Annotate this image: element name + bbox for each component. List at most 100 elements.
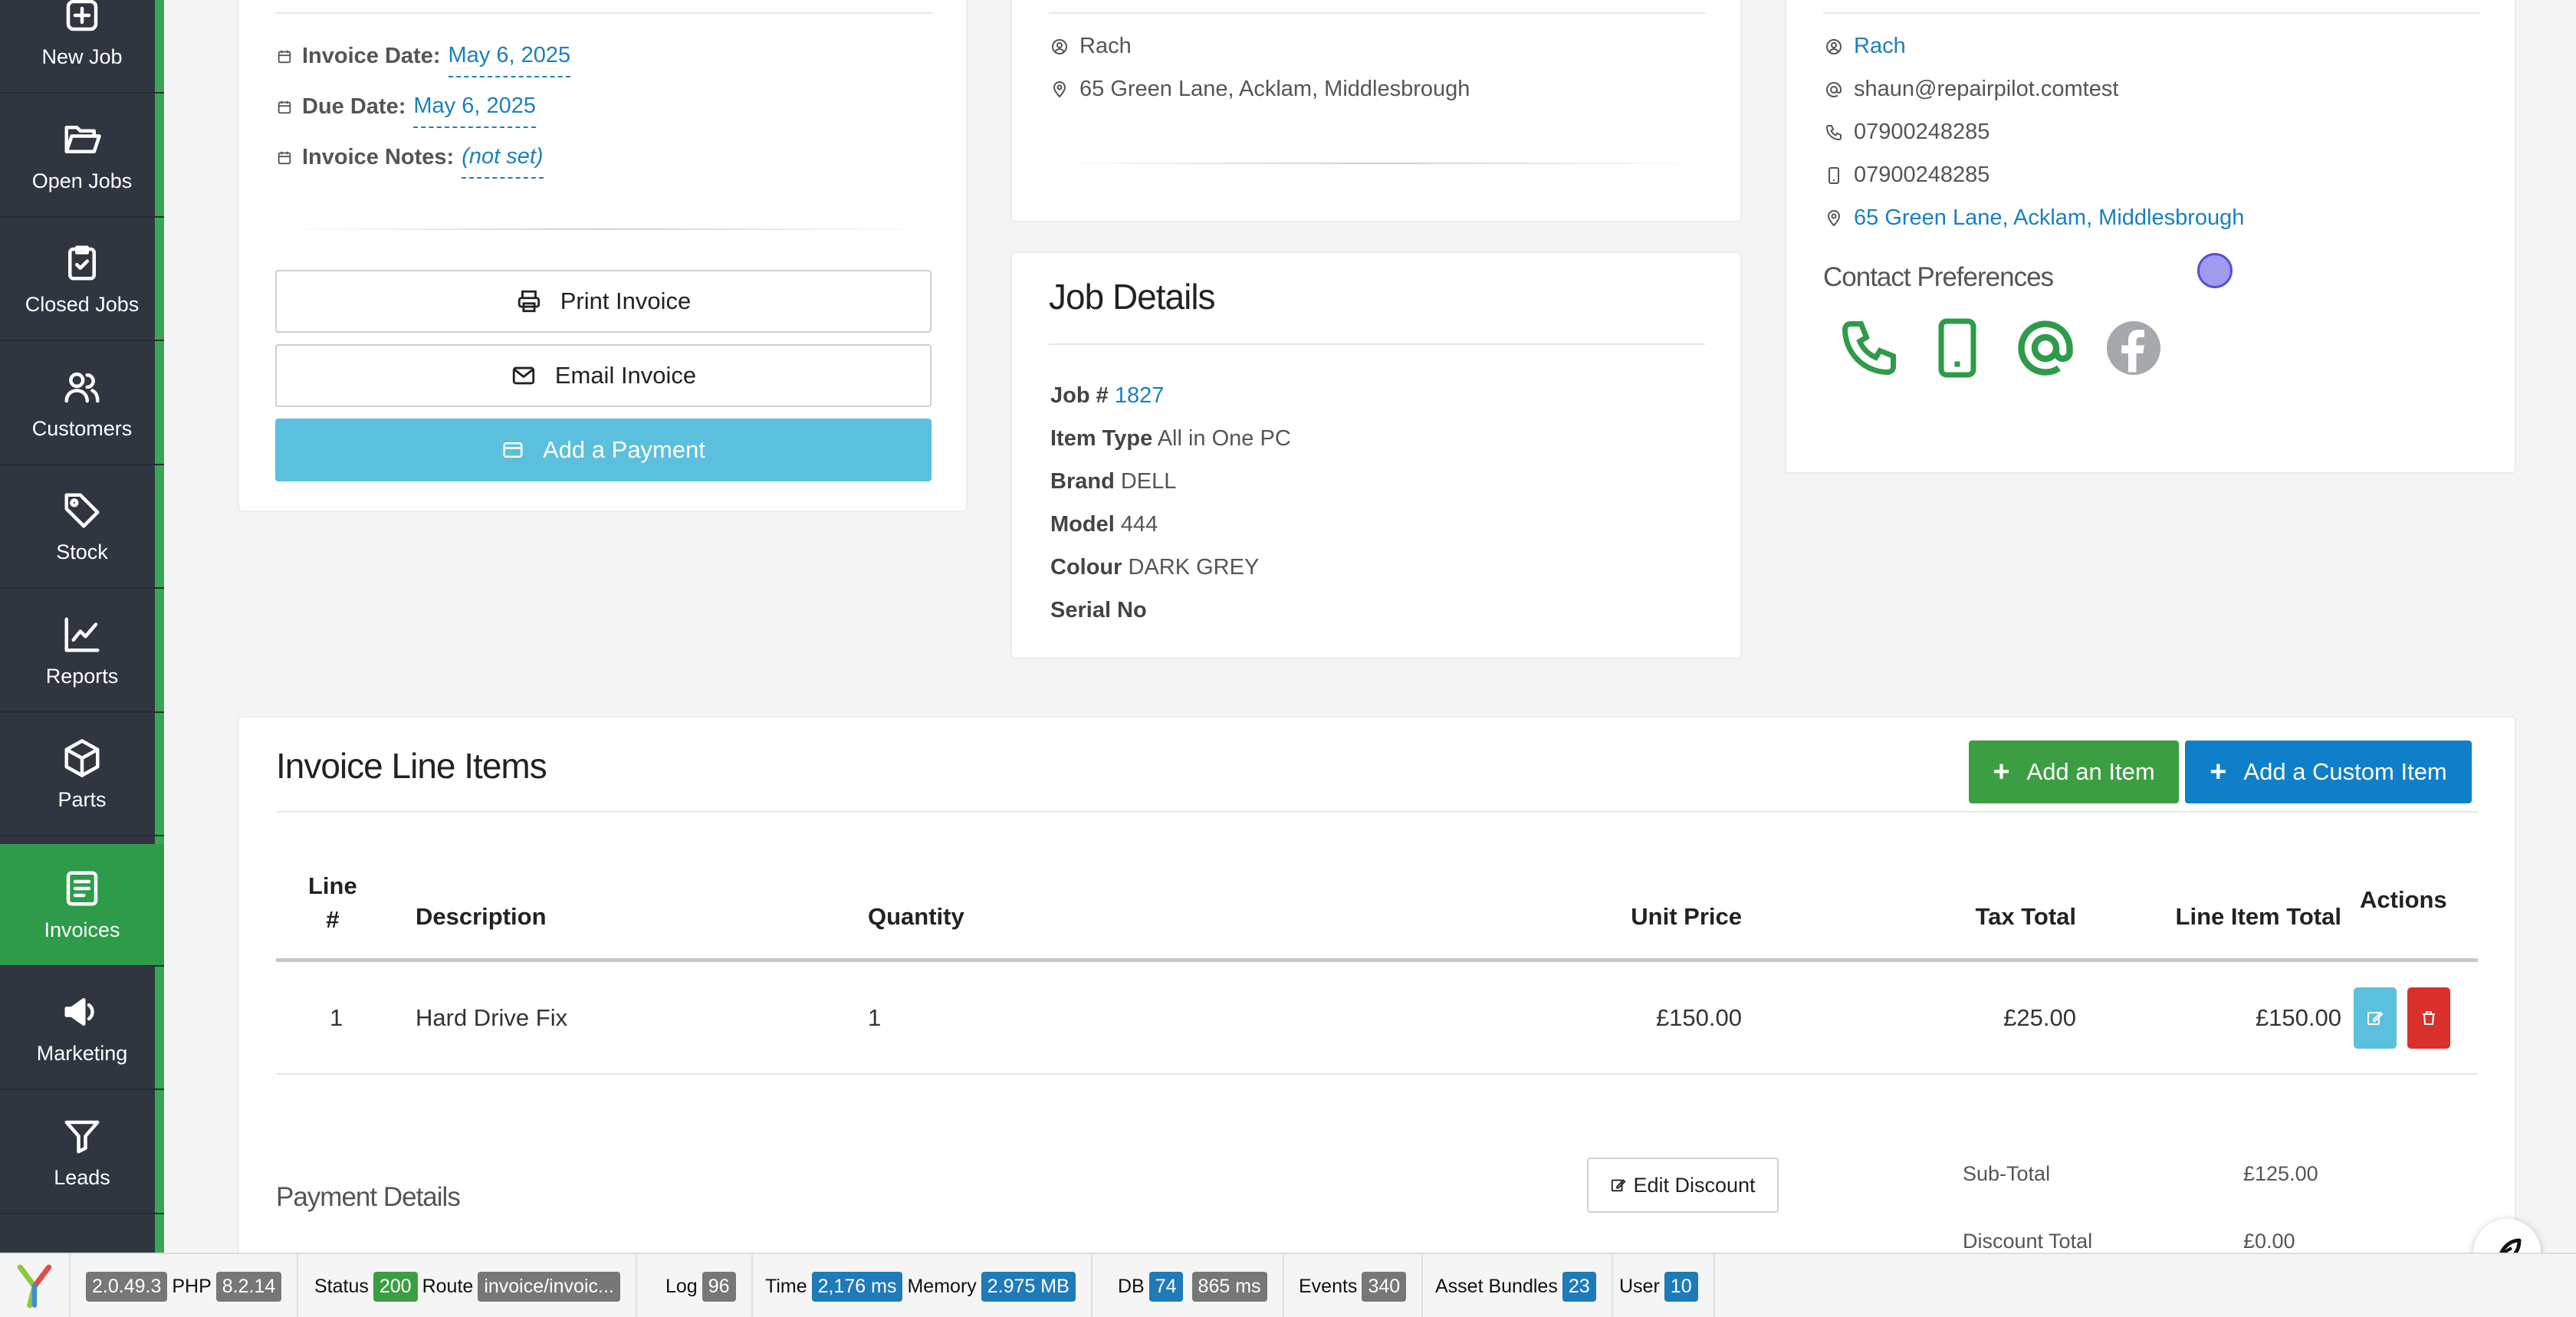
sidebar-item-label: Invoices <box>44 918 120 941</box>
cell-line-total: £150.00 <box>2255 1004 2341 1031</box>
col-header-actions: Actions <box>2360 886 2447 913</box>
add-item-button[interactable]: + Add an Item <box>1969 741 2179 803</box>
edit-discount-button[interactable]: Edit Discount <box>1587 1158 1779 1213</box>
sidebar-item-label: Customers <box>31 416 133 440</box>
sidebar-item-open-jobs[interactable]: Open Jobs <box>0 95 164 218</box>
invoice-notes-label: Invoice Notes: <box>302 145 455 169</box>
due-date-value[interactable]: May 6, 2025 <box>413 94 536 128</box>
row-divider <box>276 1073 2478 1075</box>
col-header-line-total: Line Item Total <box>2175 903 2341 930</box>
print-invoice-button[interactable]: Print Invoice <box>275 270 932 333</box>
job-number-link[interactable]: 1827 <box>1114 383 1165 408</box>
divider <box>1049 163 1705 164</box>
tag-icon <box>64 493 100 527</box>
sidebar-item-reports[interactable]: Reports <box>0 590 164 713</box>
facebook-icon[interactable] <box>2101 316 2166 380</box>
cursor-indicator <box>2197 253 2233 288</box>
location-card: Rach 65 Green Lane, Acklam, Middlesbroug… <box>1010 0 1742 222</box>
debug-logo[interactable] <box>0 1254 71 1317</box>
cell-tax-total: £25.00 <box>2003 1004 2076 1031</box>
sidebar-item-invoices[interactable]: Invoices <box>0 844 164 967</box>
users-icon <box>64 372 100 402</box>
yii-logo-icon <box>17 1264 52 1309</box>
sidebar-item-label: Closed Jobs <box>25 292 140 316</box>
divider <box>276 228 932 230</box>
add-payment-button[interactable]: Add a Payment <box>275 419 932 481</box>
printer-icon <box>518 290 540 313</box>
edit-icon <box>2367 1011 2384 1025</box>
job-number-row: Job # 1827 <box>1050 383 1165 408</box>
sidebar-item-leads[interactable]: Leads <box>0 1092 164 1214</box>
discount-total-label: Discount Total <box>1963 1230 2093 1253</box>
col-header-line: Line # <box>308 872 357 933</box>
mobile-icon[interactable] <box>1925 316 1990 380</box>
at-email-icon[interactable] <box>2013 316 2078 380</box>
debug-events-segment[interactable]: Events 340 <box>1288 1254 1424 1317</box>
sidebar: New Job Open Jobs Closed Jobs Customers … <box>0 0 164 1253</box>
sidebar-item-label: Reports <box>45 664 119 688</box>
debug-time-segment[interactable]: Time 2,176 ms Memory 2.975 MB <box>754 1254 1092 1317</box>
print-invoice-label: Print Invoice <box>560 287 692 314</box>
sidebar-item-label: Leads <box>54 1165 110 1189</box>
due-date-label: Due Date: <box>302 94 406 119</box>
colour-row: Colour DARK GREY <box>1050 555 1260 580</box>
sidebar-item-customers[interactable]: Customers <box>0 343 164 465</box>
line-items-card: Invoice Line Items + Add an Item + Add a… <box>238 716 2516 1268</box>
divider <box>275 12 933 14</box>
sidebar-item-parts[interactable]: Parts <box>0 714 164 836</box>
phone-icon <box>1825 124 1842 140</box>
megaphone-icon <box>64 997 94 1026</box>
location-name: Rach <box>1050 34 1132 59</box>
customer-address-link[interactable]: 65 Green Lane, Acklam, Middlesbrough <box>1825 205 2244 231</box>
customer-email: shaun@repairpilot.comtest <box>1825 77 2118 102</box>
invoice-notes-value[interactable]: (not set) <box>462 144 544 179</box>
brand-row: Brand DELL <box>1050 469 1177 494</box>
edit-line-button[interactable] <box>2354 987 2397 1049</box>
edit-icon <box>1612 1179 1626 1192</box>
sidebar-item-label: Open Jobs <box>31 169 133 192</box>
plus-square-icon <box>66 0 98 31</box>
cell-line: 1 <box>330 1004 343 1031</box>
funnel-icon <box>64 1120 100 1153</box>
invoice-date-value[interactable]: May 6, 2025 <box>448 43 571 77</box>
sidebar-item-new-job[interactable]: New Job <box>0 0 164 94</box>
cell-unit-price: £150.00 <box>1655 1004 1742 1031</box>
line-chart-icon <box>64 617 100 652</box>
add-payment-label: Add a Payment <box>543 436 705 463</box>
sidebar-item-label: New Job <box>41 44 123 68</box>
at-icon <box>1826 81 1842 97</box>
payment-details-title: Payment Details <box>276 1182 461 1212</box>
credit-card-icon <box>503 442 523 458</box>
cell-quantity: 1 <box>868 1004 882 1031</box>
invoice-date-row: Invoice Date: May 6, 2025 <box>276 35 571 77</box>
debug-db-segment[interactable]: DB 74 865 ms <box>1107 1254 1284 1317</box>
customer-name-link[interactable]: Rach <box>1825 34 1906 59</box>
subtotal-value: £125.00 <box>2243 1162 2318 1185</box>
invoice-notes-row: Invoice Notes: (not set) <box>276 136 544 179</box>
delete-line-button[interactable] <box>2407 987 2450 1049</box>
add-custom-item-button[interactable]: + Add a Custom Item <box>2185 741 2472 803</box>
subtotal-label: Sub-Total <box>1963 1162 2051 1185</box>
debug-log-segment[interactable]: Log 96 <box>655 1254 753 1317</box>
mobile-icon <box>1829 166 1839 184</box>
debug-assets-segment[interactable]: Asset Bundles 23 <box>1424 1254 1613 1317</box>
debug-request-segment[interactable]: Status 200 Route invoice/invoic... <box>304 1254 637 1317</box>
clipboard-check-icon <box>68 245 96 280</box>
sidebar-item-stock[interactable]: Stock <box>0 466 164 589</box>
map-marker-icon <box>1053 80 1066 97</box>
email-invoice-button[interactable]: Email Invoice <box>275 344 932 407</box>
location-address: 65 Green Lane, Acklam, Middlesbrough <box>1050 77 1470 102</box>
divider <box>1049 343 1705 345</box>
col-header-tax-total: Tax Total <box>1975 903 2076 930</box>
invoice-date-label: Invoice Date: <box>302 44 441 68</box>
sidebar-item-closed-jobs[interactable]: Closed Jobs <box>0 218 164 341</box>
customer-mobile: 07900248285 <box>1825 163 1990 188</box>
phone-icon[interactable] <box>1837 316 1901 380</box>
model-row: Model 444 <box>1050 512 1158 537</box>
sidebar-item-marketing[interactable]: Marketing <box>0 967 164 1090</box>
sidebar-item-label: Parts <box>58 787 107 811</box>
debug-user-segment[interactable]: User 10 <box>1608 1254 1715 1317</box>
debug-version-segment[interactable]: 2.0.49.3 PHP 8.2.14 <box>71 1254 299 1317</box>
trash-icon <box>2423 1011 2435 1025</box>
job-details-title: Job Details <box>1049 277 1216 317</box>
